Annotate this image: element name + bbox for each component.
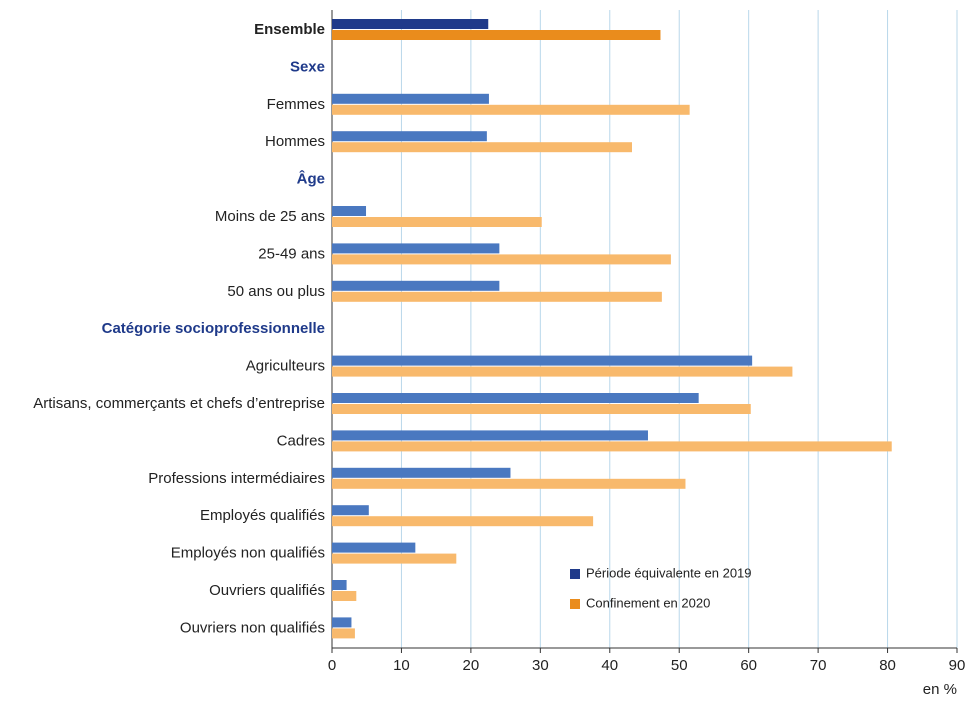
x-tick-label: 70 bbox=[810, 657, 827, 674]
bar bbox=[332, 628, 355, 639]
x-tick-label: 30 bbox=[532, 657, 549, 674]
bar bbox=[332, 280, 500, 291]
bar bbox=[332, 19, 489, 29]
bar bbox=[332, 553, 457, 564]
bar bbox=[332, 516, 594, 527]
legend-swatch bbox=[570, 599, 580, 609]
bar bbox=[332, 206, 367, 216]
bar bbox=[332, 430, 648, 441]
legend-label: Période équivalente en 2019 bbox=[586, 565, 752, 580]
bar bbox=[332, 393, 699, 403]
category-label: Employés non qualifiés bbox=[171, 545, 325, 562]
bar bbox=[332, 254, 671, 265]
bar bbox=[332, 243, 500, 254]
category-label: Catégorie socioprofessionnelle bbox=[102, 320, 325, 337]
category-label: Femmes bbox=[267, 96, 325, 113]
x-tick-label: 10 bbox=[393, 657, 410, 674]
category-label: 50 ans ou plus bbox=[227, 283, 325, 300]
bar bbox=[332, 142, 632, 153]
bar bbox=[332, 478, 686, 489]
bar bbox=[332, 217, 542, 227]
bar bbox=[332, 591, 357, 601]
category-label: Moins de 25 ans bbox=[215, 208, 325, 225]
bar bbox=[332, 291, 662, 302]
category-label: Ouvriers non qualifiés bbox=[180, 619, 325, 636]
x-axis-label: en % bbox=[923, 681, 957, 698]
legend-label: Confinement en 2020 bbox=[586, 595, 710, 610]
bar bbox=[332, 542, 416, 553]
bar bbox=[332, 467, 511, 478]
legend-swatch bbox=[570, 569, 580, 579]
x-tick-label: 80 bbox=[879, 657, 896, 674]
x-tick-label: 0 bbox=[328, 657, 336, 674]
bar bbox=[332, 131, 487, 142]
category-label: Agriculteurs bbox=[246, 358, 325, 375]
bar bbox=[332, 366, 793, 377]
x-tick-label: 20 bbox=[463, 657, 480, 674]
bar bbox=[332, 617, 352, 628]
category-label: Professions intermédiaires bbox=[148, 470, 325, 487]
category-label: Âge bbox=[297, 170, 325, 188]
x-tick-label: 90 bbox=[949, 657, 966, 674]
category-label: Ensemble bbox=[254, 21, 325, 38]
category-label: Hommes bbox=[265, 133, 325, 150]
category-label: Cadres bbox=[277, 432, 325, 449]
bar bbox=[332, 104, 690, 115]
x-tick-label: 50 bbox=[671, 657, 688, 674]
category-label: Sexe bbox=[290, 58, 325, 75]
bar bbox=[332, 30, 661, 40]
bar bbox=[332, 355, 753, 366]
category-label: Ouvriers qualifiés bbox=[209, 582, 325, 599]
category-label: 25-49 ans bbox=[258, 245, 325, 262]
bar bbox=[332, 505, 369, 516]
bar bbox=[332, 580, 347, 590]
x-tick-label: 40 bbox=[601, 657, 618, 674]
bar bbox=[332, 404, 751, 414]
category-label: Artisans, commerçants et chefs d’entrepr… bbox=[33, 395, 325, 412]
bar bbox=[332, 93, 489, 104]
x-tick-label: 60 bbox=[740, 657, 757, 674]
category-label: Employés qualifiés bbox=[200, 507, 325, 524]
bar bbox=[332, 441, 892, 452]
